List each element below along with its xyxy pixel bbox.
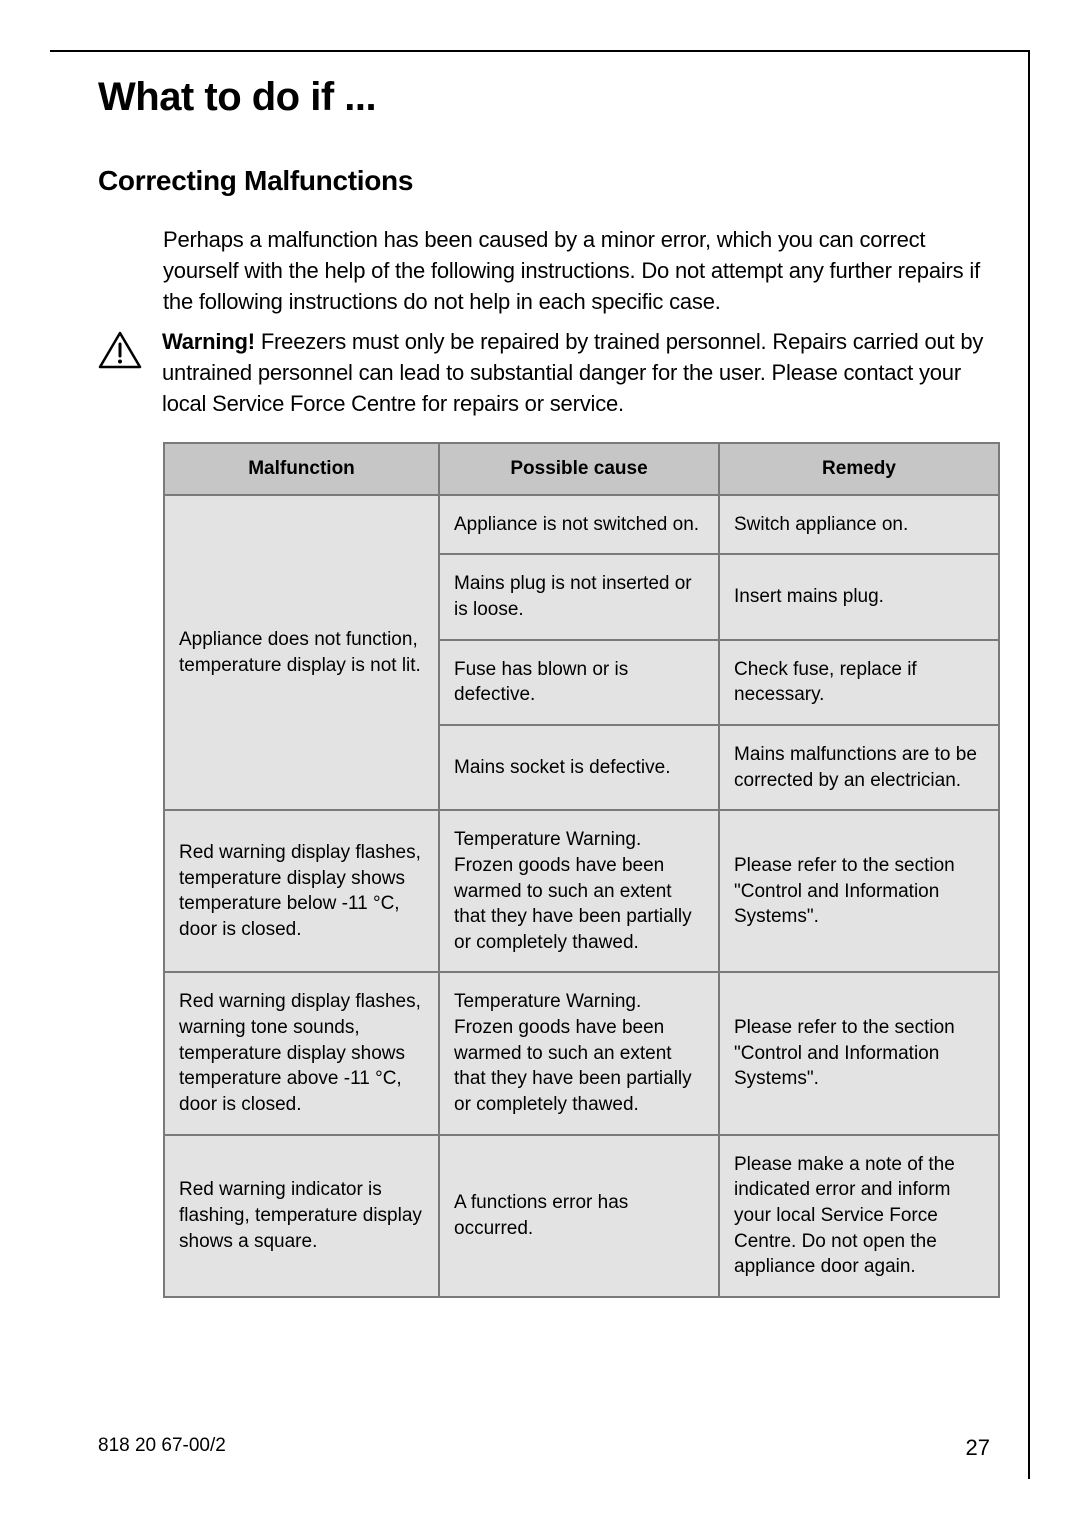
page-number: 27	[966, 1435, 990, 1461]
page-footer: 818 20 67-00/2 27	[98, 1435, 990, 1461]
footer-doc-id: 818 20 67-00/2	[98, 1435, 226, 1461]
page-border	[50, 50, 1030, 1479]
